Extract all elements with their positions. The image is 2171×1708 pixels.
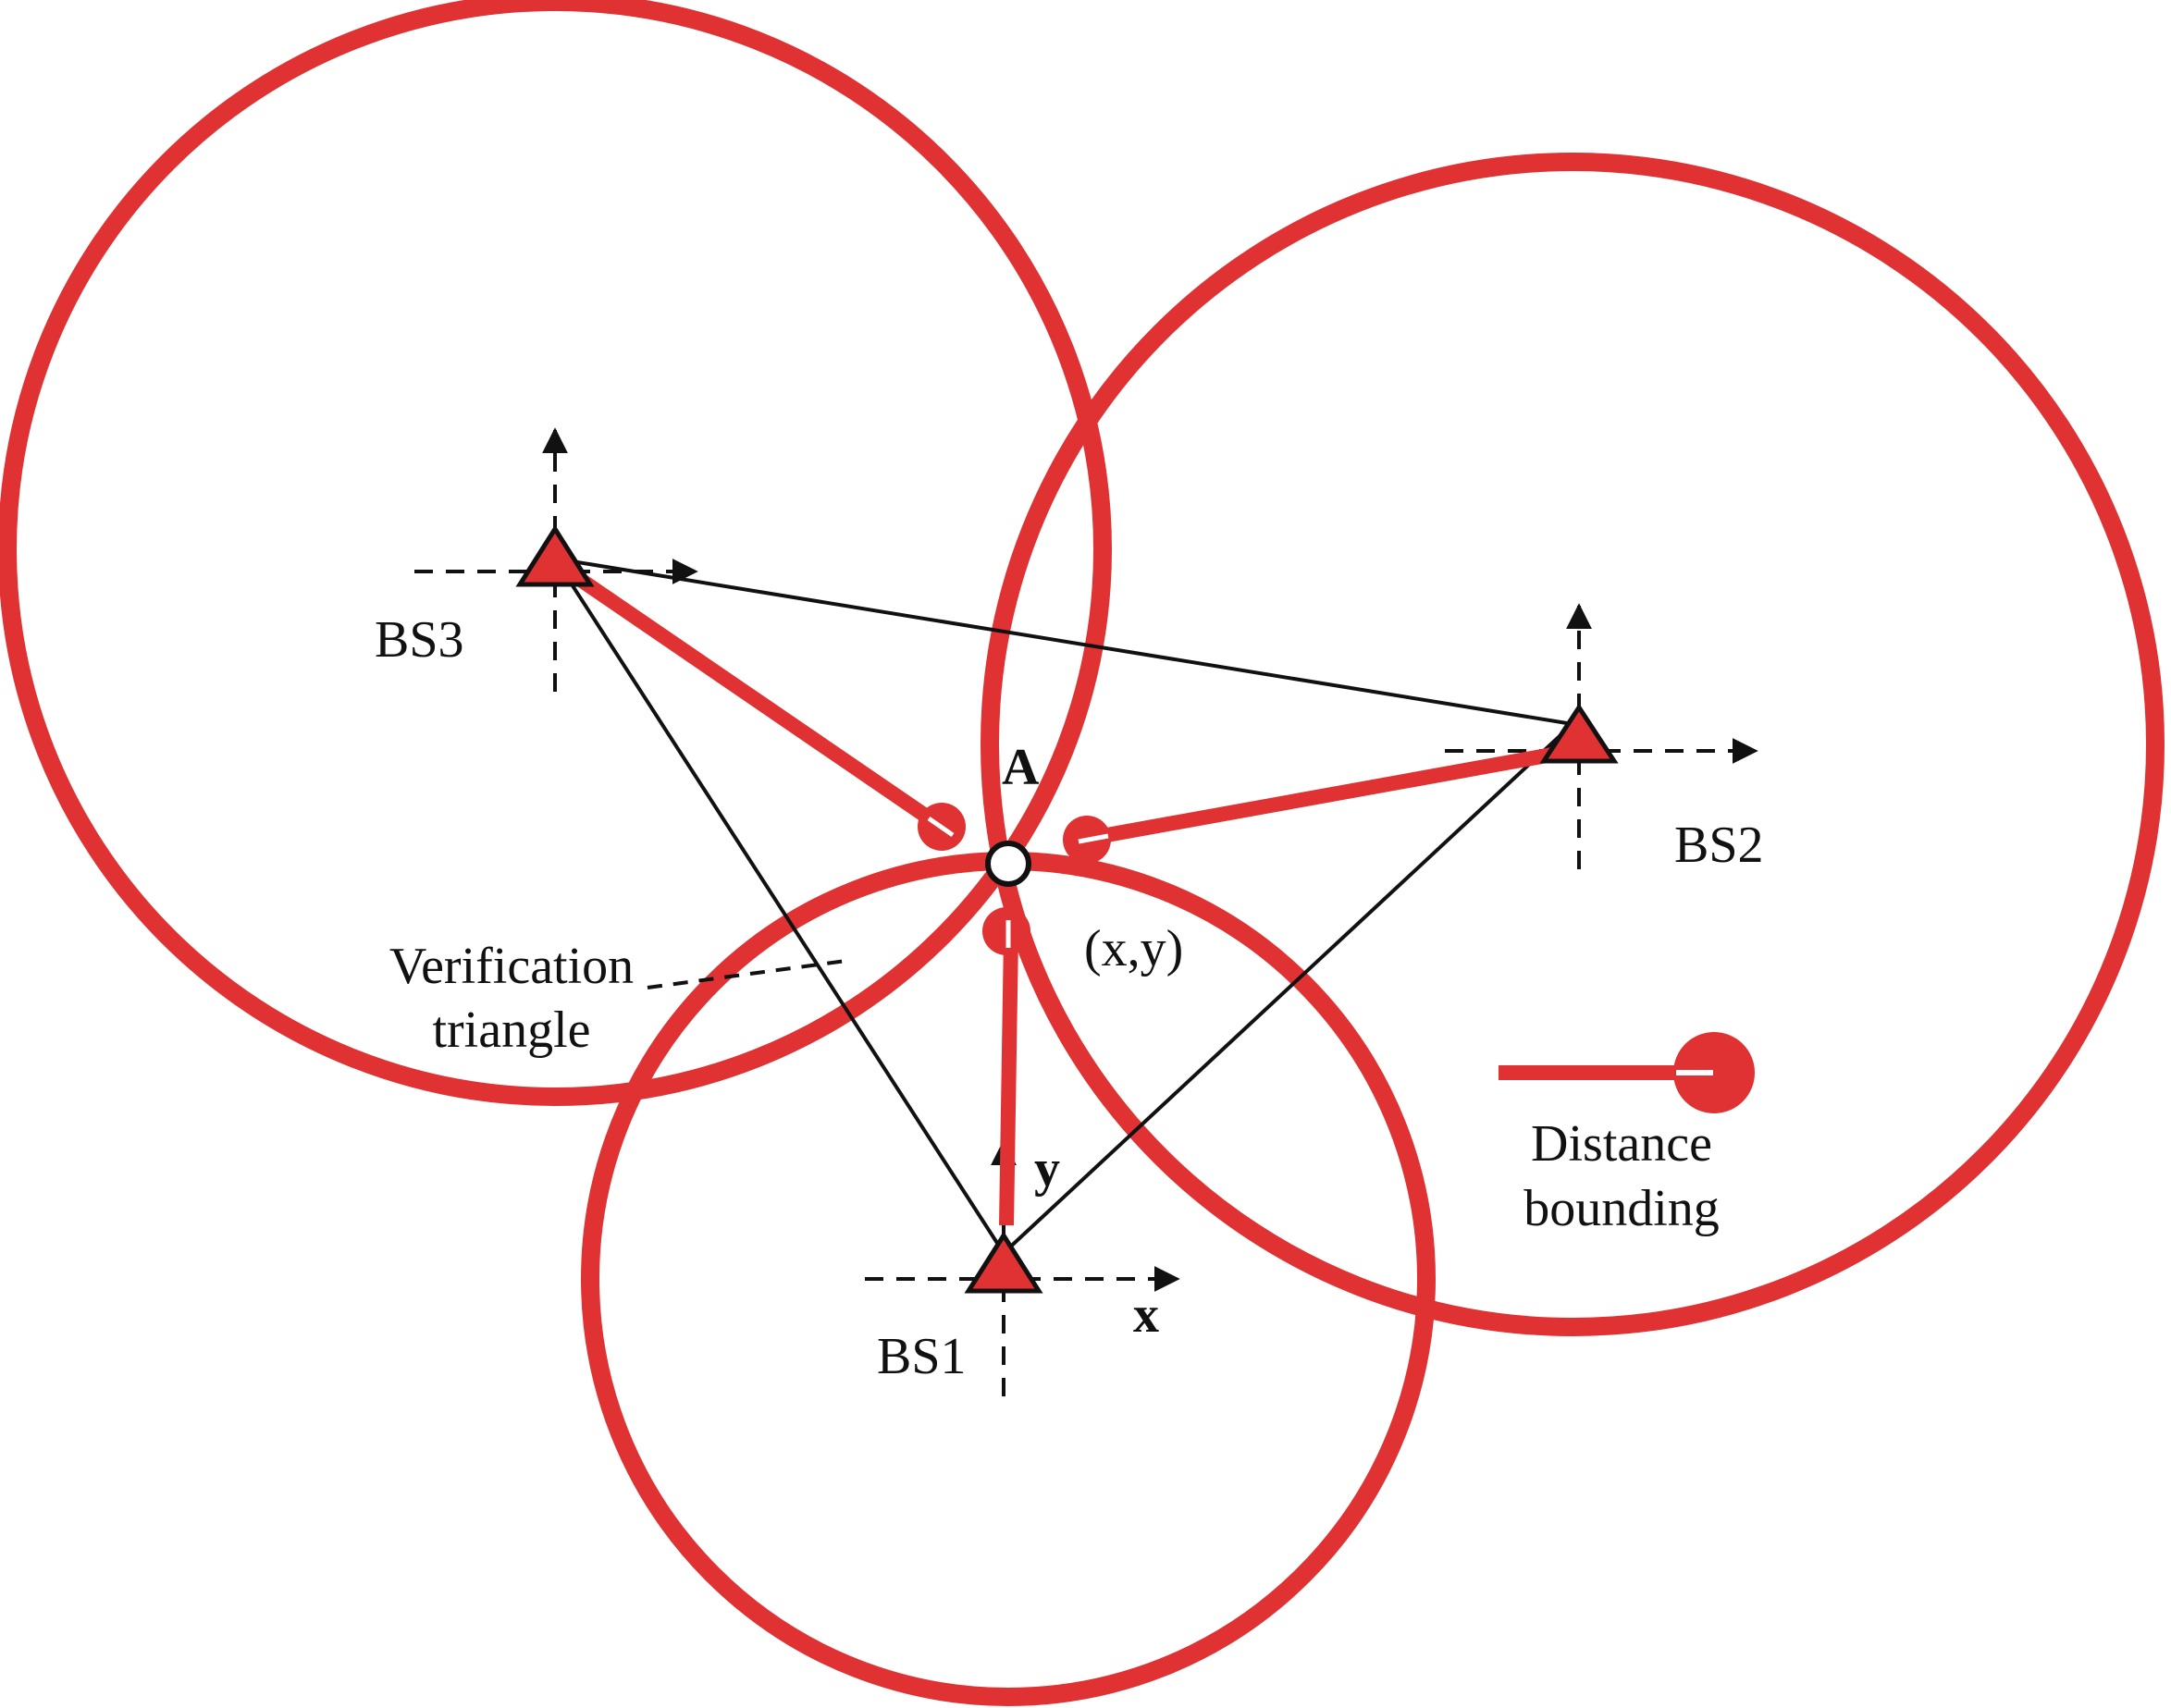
legend-label-line2: bounding (1523, 1180, 1720, 1237)
bs1-label: BS1 (877, 1328, 967, 1385)
bs2-range-circle (981, 153, 2165, 1336)
verification-label-line2: triangle (432, 1001, 590, 1059)
bs3-label: BS3 (375, 611, 464, 669)
triangle-edge-bs1-bs2 (1002, 722, 1574, 1255)
y-axis-label: y (1034, 1140, 1060, 1198)
x-axis-label: x (1133, 1286, 1159, 1344)
bs2-label: BS2 (1674, 817, 1764, 874)
triangle-edge-bs3-bs2 (554, 557, 1573, 726)
verification-triangle (553, 557, 1574, 1255)
legend-knob (1673, 1032, 1755, 1113)
distance-bounding-rays (550, 556, 1574, 1226)
legend-sample (1499, 1032, 1755, 1113)
bs3-ray (550, 556, 941, 829)
bs1-station-triangle (964, 1231, 1043, 1294)
bs3-range-circle (0, 0, 1112, 1106)
legend-label-line1: Distance (1531, 1115, 1712, 1173)
bs1-ray (999, 935, 1018, 1226)
node-a-marker (985, 841, 1031, 887)
bs2-station-triangle (1539, 703, 1619, 764)
bs3-ray-knob-gap (927, 816, 955, 838)
node-coords-label: (x,y) (1084, 920, 1183, 977)
triangle-edge-bs3-bs1 (553, 557, 1005, 1255)
base-stations (515, 524, 1619, 1294)
bs2-ray-knob-gap (1078, 833, 1109, 844)
local-axes (414, 427, 1758, 1396)
bs2-ray (1090, 743, 1574, 845)
verification-leader-line (647, 958, 854, 989)
verification-label-line1: Verification (389, 938, 634, 995)
node-a-label: A (1002, 739, 1040, 796)
bs3-station-triangle (515, 524, 595, 587)
